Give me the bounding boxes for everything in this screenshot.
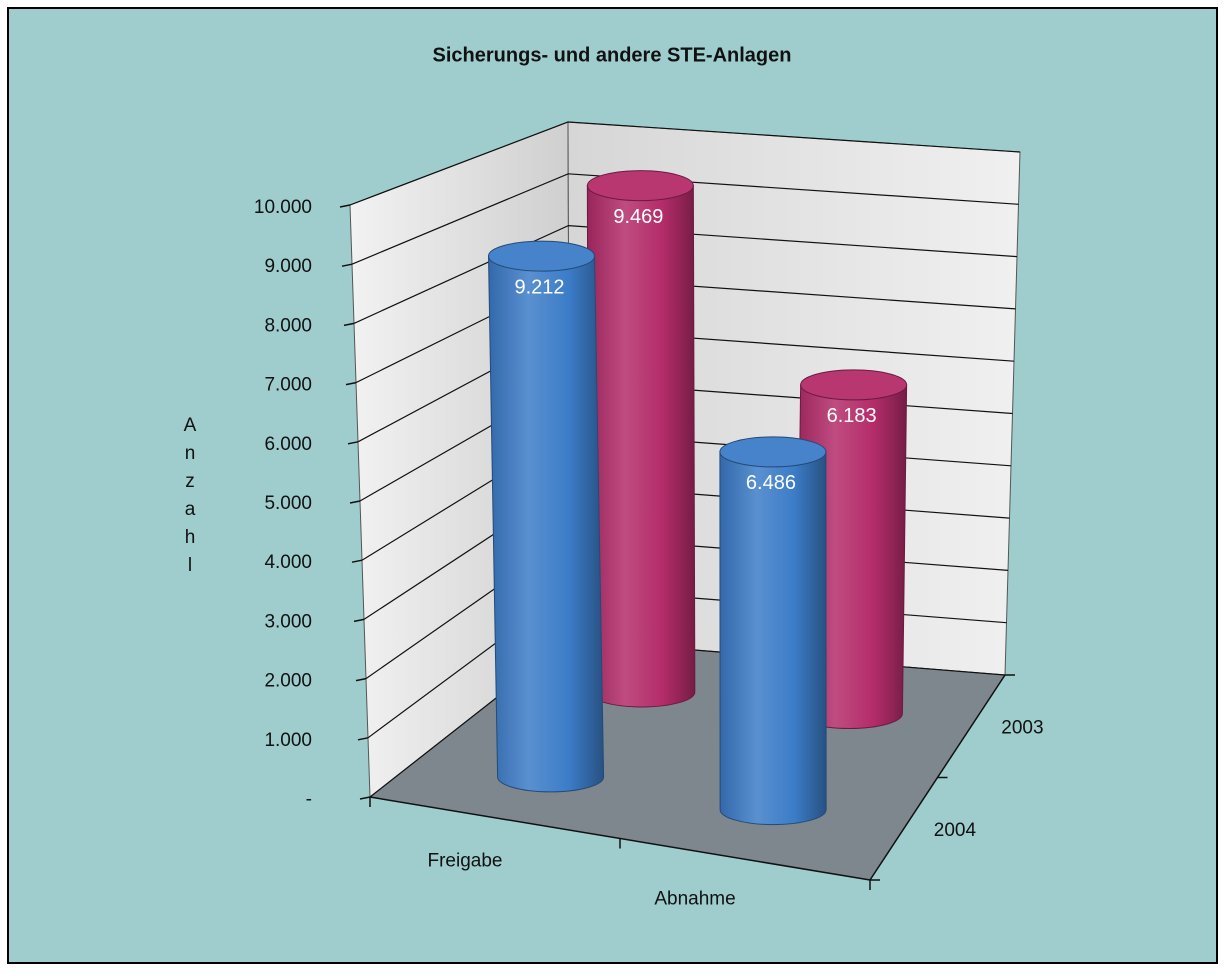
- y-tick-label: 10.000: [254, 197, 312, 218]
- cylinder-body: [586, 185, 696, 708]
- y-tick: [349, 500, 361, 504]
- grid-line: [349, 121, 1021, 206]
- y-tick-label: 6.000: [264, 434, 312, 455]
- y-tick-label: 5.000: [264, 493, 312, 514]
- value-label: 6.486: [746, 472, 796, 494]
- chart-title: Sicherungs- und andere STE-Anlagen: [433, 44, 792, 66]
- x-tick-label: Freigabe: [428, 850, 503, 871]
- y-tick-label: 2.000: [264, 671, 312, 692]
- cylinder: [586, 170, 696, 708]
- cylinder-body: [487, 255, 605, 793]
- y-tick: [341, 263, 353, 267]
- y-tick: [345, 381, 357, 386]
- value-label: 9.212: [514, 276, 564, 298]
- cylinder-top: [800, 369, 908, 401]
- y-tick: [359, 796, 371, 800]
- grid-line: [351, 173, 1019, 265]
- cylinder-top: [719, 436, 827, 468]
- grid-line: [353, 224, 1018, 324]
- x-tick-label: Abnahme: [654, 889, 735, 910]
- y-tick-label: 8.000: [264, 315, 312, 336]
- y-axis-label: Anzahl: [183, 415, 197, 576]
- y-tick-label: 7.000: [264, 375, 312, 396]
- cylinder: [719, 436, 827, 826]
- y-tick: [357, 737, 369, 741]
- value-label: 9.469: [613, 206, 663, 228]
- legend-label: 2003: [1001, 717, 1043, 738]
- cylinder-body: [719, 451, 827, 826]
- y-tick: [339, 204, 351, 208]
- y-tick-label: 1.000: [264, 730, 312, 751]
- y-tick: [347, 441, 359, 445]
- y-tick: [351, 559, 363, 563]
- cylinder-top: [487, 240, 595, 272]
- value-label: 6.183: [827, 405, 877, 427]
- cylinder-top: [586, 170, 694, 202]
- legend-label: 2004: [934, 820, 977, 841]
- y-tick-label: 9.000: [264, 256, 312, 277]
- y-tick: [355, 677, 367, 682]
- y-tick: [343, 322, 355, 327]
- cylinder: [487, 240, 605, 793]
- y-tick-label: 3.000: [264, 611, 312, 632]
- y-tick-label: 4.000: [264, 552, 312, 573]
- y-tick-label: -: [306, 789, 312, 810]
- y-tick: [353, 618, 365, 623]
